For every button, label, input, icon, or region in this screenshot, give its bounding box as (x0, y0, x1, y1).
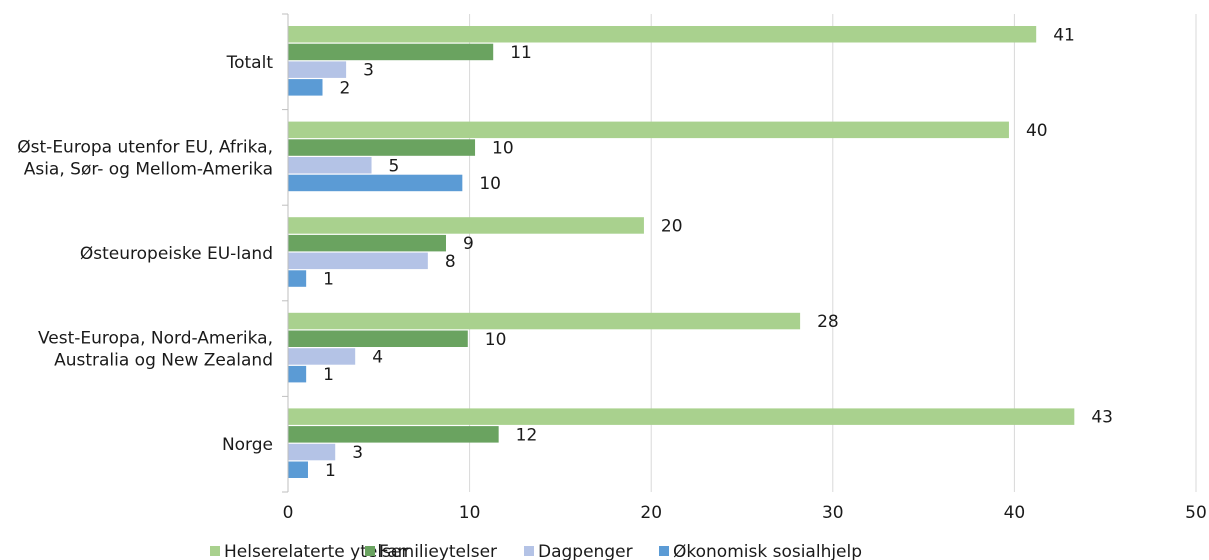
x-tick-label: 20 (640, 503, 662, 523)
data-label: 1 (323, 365, 334, 385)
bar (288, 61, 347, 78)
data-label: 1 (325, 461, 336, 481)
bar (288, 26, 1037, 43)
legend-swatch (659, 546, 669, 556)
bar (288, 234, 446, 252)
bar (288, 270, 307, 287)
data-label: 43 (1091, 408, 1113, 428)
axes: 0 10 20 30 40 50 Totalt Øst-Europa utenfor EU, … (17, 13, 1207, 523)
legend-label: Helserelaterte ytelser (224, 542, 408, 560)
category-label: Australia og New Zealand (54, 351, 273, 371)
data-label: 1 (323, 270, 334, 290)
category-label: Øst-Europa utenfor EU, Afrika, (17, 137, 273, 157)
data-label: 10 (479, 174, 501, 194)
legend-label: Familieytelser (379, 542, 497, 560)
data-label: 2 (340, 78, 351, 98)
category-label: Østeuropeiske EU-land (80, 244, 273, 264)
bar (288, 157, 372, 174)
data-label: 41 (1053, 25, 1075, 45)
data-label: 10 (485, 330, 507, 350)
data-label: 11 (510, 43, 532, 63)
bars (288, 26, 1075, 478)
data-label: 5 (389, 156, 400, 176)
legend-swatch (210, 546, 220, 556)
data-label: 12 (516, 425, 538, 445)
x-tick-label: 50 (1185, 503, 1207, 523)
bar (288, 330, 468, 347)
data-label: 3 (352, 443, 363, 463)
bar (288, 43, 494, 61)
x-tick-label: 30 (822, 503, 844, 523)
data-label: 20 (661, 216, 683, 236)
bar (288, 79, 323, 96)
bar (288, 139, 476, 156)
data-label: 3 (363, 61, 374, 81)
x-tick-label: 10 (459, 503, 481, 523)
legend-label: Dagpenger (538, 542, 633, 560)
bar (288, 426, 499, 443)
bar (288, 443, 336, 461)
legend-swatch (524, 546, 534, 556)
data-label: 8 (445, 252, 456, 272)
bar (288, 174, 463, 192)
data-label: 9 (463, 234, 474, 254)
x-tick-label: 40 (1004, 503, 1026, 523)
bar (288, 461, 308, 478)
legend-swatch (365, 546, 375, 556)
category-label: Norge (222, 435, 273, 455)
bar (288, 365, 307, 383)
bar (288, 348, 356, 365)
category-label: Asia, Sør- og Mellom-Amerika (24, 159, 273, 179)
bar (288, 252, 428, 270)
data-label: 40 (1026, 121, 1048, 141)
x-tick-label: 0 (283, 503, 294, 523)
bar (288, 312, 801, 330)
category-label: Totalt (226, 53, 274, 73)
data-label: 28 (817, 312, 839, 332)
category-label: Vest-Europa, Nord-Amerika, (38, 329, 273, 349)
bar (288, 121, 1009, 139)
bar (288, 217, 644, 234)
bar (288, 408, 1075, 425)
legend-label: Økonomisk sosialhjelp (673, 542, 862, 560)
data-label: 4 (372, 347, 383, 367)
data-label: 10 (492, 139, 514, 159)
